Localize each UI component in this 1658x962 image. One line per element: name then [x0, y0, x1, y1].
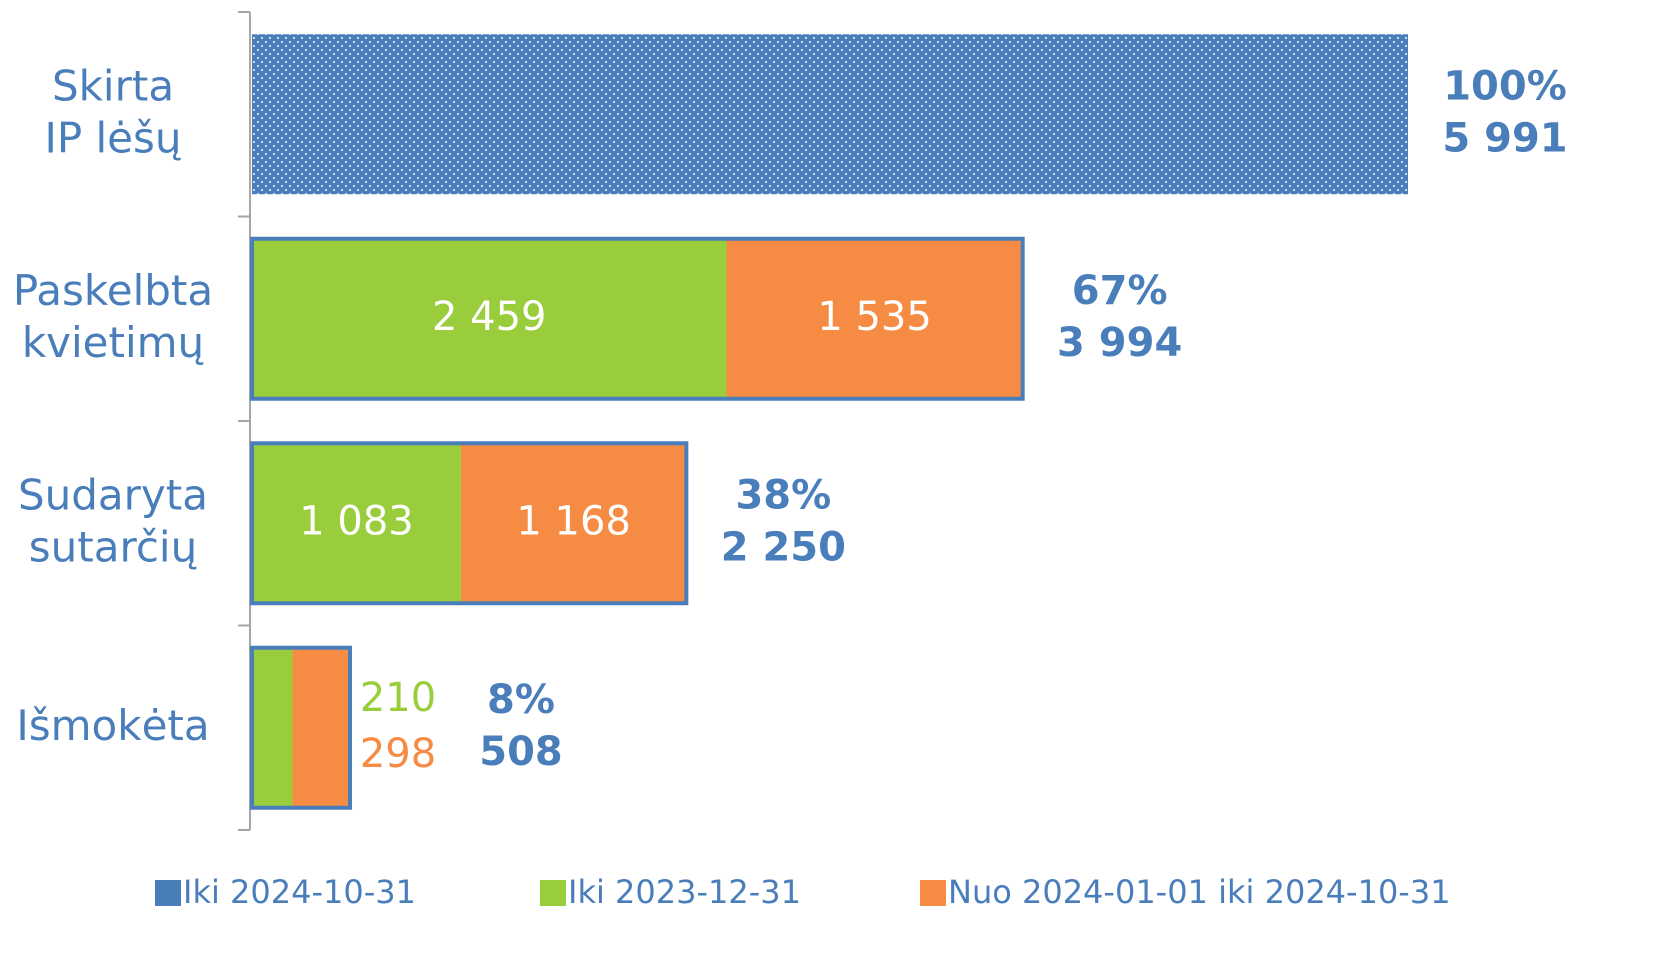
- percent-label: 8%: [487, 677, 555, 723]
- category-label-line: Išmokėta: [16, 700, 209, 749]
- value-label: 2 459: [432, 294, 547, 340]
- bar-segment: [252, 443, 461, 604]
- bar-segment: [292, 647, 351, 808]
- category-label: Sudaryta sutarčių: [18, 470, 208, 571]
- total-label: 5 991: [1442, 115, 1567, 161]
- legend-label: Nuo 2024-01-01 iki 2024-10-31: [948, 873, 1451, 911]
- bar-segment: [252, 647, 293, 808]
- bar-segment: [252, 238, 727, 399]
- legend-label: Iki 2023-12-31: [568, 873, 801, 911]
- category-label-line: Sudaryta: [18, 470, 208, 519]
- total-label: 508: [479, 729, 563, 775]
- bar-outline: [250, 645, 353, 810]
- legend-swatch: [155, 880, 181, 906]
- value-label: 1 535: [817, 294, 932, 340]
- category-label: Išmokėta: [16, 700, 209, 749]
- percent-label: 100%: [1443, 63, 1567, 109]
- total-label: 2 250: [721, 524, 846, 570]
- bar-segment: [460, 443, 687, 604]
- legend-label: Iki 2024-10-31: [183, 873, 416, 911]
- category-label: Skirta IP lėšų: [44, 61, 181, 162]
- value-label: 298: [360, 731, 436, 777]
- value-label: 1 083: [299, 498, 414, 544]
- category-label-line: Paskelbta: [13, 265, 213, 314]
- percent-label: 67%: [1072, 268, 1168, 314]
- bar-segment: [726, 238, 1023, 399]
- legend-swatch: [540, 880, 566, 906]
- bar-outline: [250, 236, 1025, 401]
- category-label-line: Skirta: [52, 61, 174, 110]
- total-label: 3 994: [1057, 320, 1182, 366]
- category-label: Paskelbta kvietimų: [13, 265, 213, 366]
- bar-outline: [250, 441, 689, 606]
- bar-segment: [252, 34, 1408, 195]
- category-label-line: kvietimų: [22, 317, 204, 366]
- category-label-line: sutarčių: [29, 522, 197, 571]
- value-label: 210: [360, 675, 436, 721]
- value-label: 1 168: [516, 498, 631, 544]
- legend-swatch: [920, 880, 946, 906]
- category-label-line: IP lėšų: [44, 113, 181, 162]
- percent-label: 38%: [735, 472, 831, 518]
